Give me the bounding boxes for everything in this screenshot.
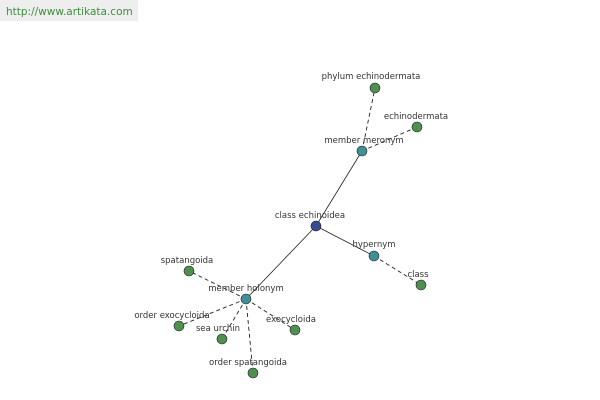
node-label: exocycloida (266, 315, 316, 325)
node-label: spatangoida (161, 256, 214, 266)
node-label: hypernym (352, 240, 395, 250)
edge (178, 298, 247, 327)
edge (221, 298, 247, 340)
node[interactable] (247, 367, 259, 379)
node-label: member holonym (208, 284, 283, 294)
node[interactable] (356, 145, 368, 157)
node[interactable] (240, 293, 252, 305)
node-label: echinodermata (384, 112, 448, 122)
node[interactable] (289, 324, 301, 336)
nodes: class echinoidea member meronym phylum e… (134, 72, 448, 379)
node[interactable] (369, 82, 381, 94)
edge (245, 298, 296, 331)
node-label: class (407, 270, 429, 280)
node[interactable] (368, 250, 380, 262)
node[interactable] (216, 333, 228, 345)
node[interactable] (411, 121, 423, 133)
url[interactable]: http://www.artikata.com (6, 6, 133, 18)
node[interactable] (183, 265, 195, 277)
node[interactable] (173, 320, 185, 332)
edge (361, 126, 418, 152)
node-label: phylum echinodermata (322, 72, 421, 82)
edge (315, 225, 375, 257)
node-label: order spatangoida (209, 358, 287, 368)
node-label: class echinoidea (275, 211, 345, 221)
node-label: order exocycloida (134, 311, 209, 321)
edge (373, 255, 422, 286)
node-label: sea urchin (196, 324, 240, 334)
edge (245, 298, 254, 374)
edges (178, 87, 422, 374)
edge (245, 225, 317, 300)
edge (315, 150, 363, 227)
node[interactable] (415, 279, 427, 291)
node-label: member meronym (324, 136, 403, 146)
edge (188, 270, 247, 300)
node[interactable] (310, 220, 322, 232)
url-box (0, 0, 138, 21)
edge (361, 87, 376, 152)
